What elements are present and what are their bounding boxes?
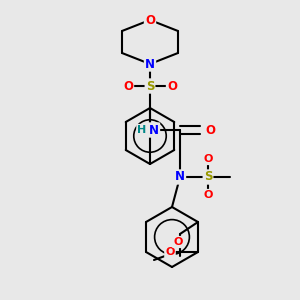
Text: O: O: [205, 124, 215, 136]
Text: O: O: [203, 154, 213, 164]
Text: S: S: [146, 80, 154, 92]
Text: O: O: [203, 190, 213, 200]
Text: O: O: [167, 80, 177, 92]
Text: O: O: [145, 14, 155, 26]
Text: N: N: [145, 58, 155, 70]
Text: N: N: [175, 170, 185, 184]
Text: H: H: [137, 125, 147, 135]
Text: O: O: [173, 237, 183, 247]
Text: N: N: [149, 124, 159, 136]
Text: O: O: [123, 80, 133, 92]
Text: O: O: [165, 247, 175, 257]
Text: S: S: [204, 170, 212, 184]
